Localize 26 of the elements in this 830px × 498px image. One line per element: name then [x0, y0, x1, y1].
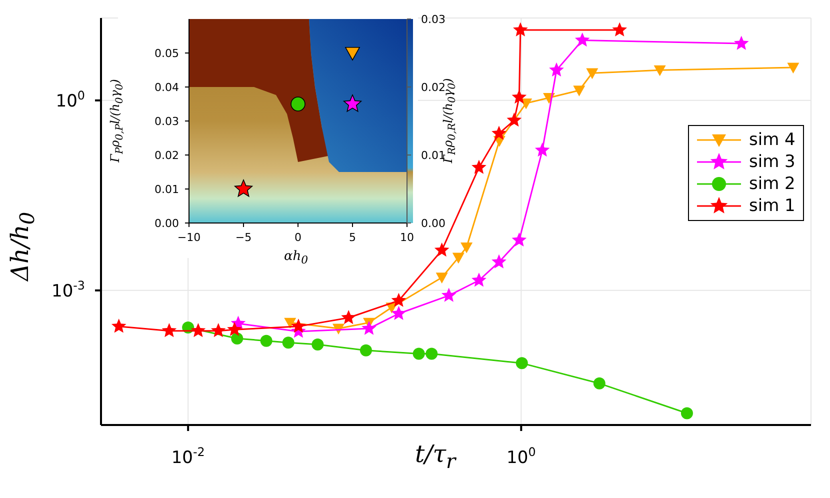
y-tick-label: 0.01 — [154, 183, 179, 196]
point — [345, 47, 360, 60]
point — [234, 180, 253, 197]
y-tick-label: 10$^{-3}$ — [52, 278, 85, 302]
point — [343, 94, 362, 112]
x-tick-label: −5 — [235, 231, 252, 244]
y2-tick-label: 0.02 — [421, 81, 446, 94]
y-tick-label: 0.02 — [154, 149, 179, 162]
x-axis-title: t/τ$_{r}$ — [415, 440, 456, 473]
x-tick-label: 5 — [349, 231, 356, 244]
legend-label: sim 1 — [749, 196, 796, 216]
x-tick-label: 10$^{-2}$ — [171, 445, 205, 468]
x-axis-title: αh$_{0}$ — [284, 249, 308, 267]
x-tick-label: 0 — [294, 231, 302, 244]
legend-label: sim 4 — [749, 130, 796, 150]
y-tick-label: 0.05 — [154, 47, 179, 60]
x-tick-label: 10 — [400, 231, 414, 244]
legend-label: sim 3 — [749, 152, 796, 172]
y-tick-label: 0.04 — [154, 81, 179, 94]
point — [290, 96, 306, 112]
y-tick-label: 0.00 — [154, 217, 179, 230]
legend-label: sim 2 — [749, 174, 796, 194]
x-tick-label: −10 — [177, 231, 201, 244]
y2-tick-label: 0.00 — [421, 217, 446, 230]
y2-tick-label: 0.03 — [421, 13, 446, 26]
y-tick-label: 0.03 — [154, 115, 179, 128]
